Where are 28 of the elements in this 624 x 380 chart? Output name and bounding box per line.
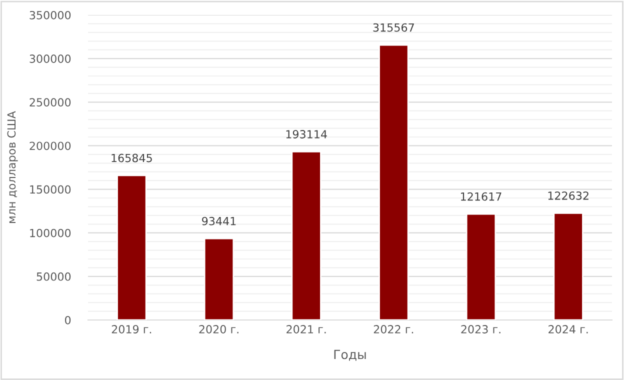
y-tick-label: 300000 (30, 54, 71, 63)
bar (378, 44, 409, 320)
y-tick-label: 50000 (36, 272, 71, 281)
y-tick-label: 0 (64, 316, 71, 324)
y-axis-title: млн долларов США (7, 111, 18, 223)
bar (204, 238, 234, 320)
x-tick-label: 2021 г. (286, 325, 326, 334)
x-tick-label: 2020 г. (199, 325, 238, 334)
y-tick-label: 350000 (30, 10, 71, 20)
x-tick-label: 2023 г. (461, 325, 500, 334)
x-tick-label: 2024 г. (548, 325, 588, 334)
data-label: 165845 (112, 154, 152, 162)
y-tick-label: 250000 (30, 98, 71, 107)
x-tick-label: 2019 г. (112, 325, 152, 334)
bar (116, 174, 147, 320)
x-axis-title: Годы (334, 350, 366, 361)
data-label: 121617 (461, 192, 502, 201)
y-tick-label: 200000 (30, 142, 71, 150)
x-tick-label: 2022 г. (374, 325, 414, 334)
bar (291, 151, 322, 320)
y-tick-label: 100000 (30, 228, 71, 238)
data-label: 193114 (286, 130, 327, 138)
bar (553, 212, 584, 320)
data-label: 122632 (548, 191, 588, 200)
y-tick-label: 150000 (30, 185, 71, 194)
bar (466, 213, 496, 320)
data-label: 93441 (202, 216, 236, 226)
data-label: 315567 (373, 23, 414, 32)
